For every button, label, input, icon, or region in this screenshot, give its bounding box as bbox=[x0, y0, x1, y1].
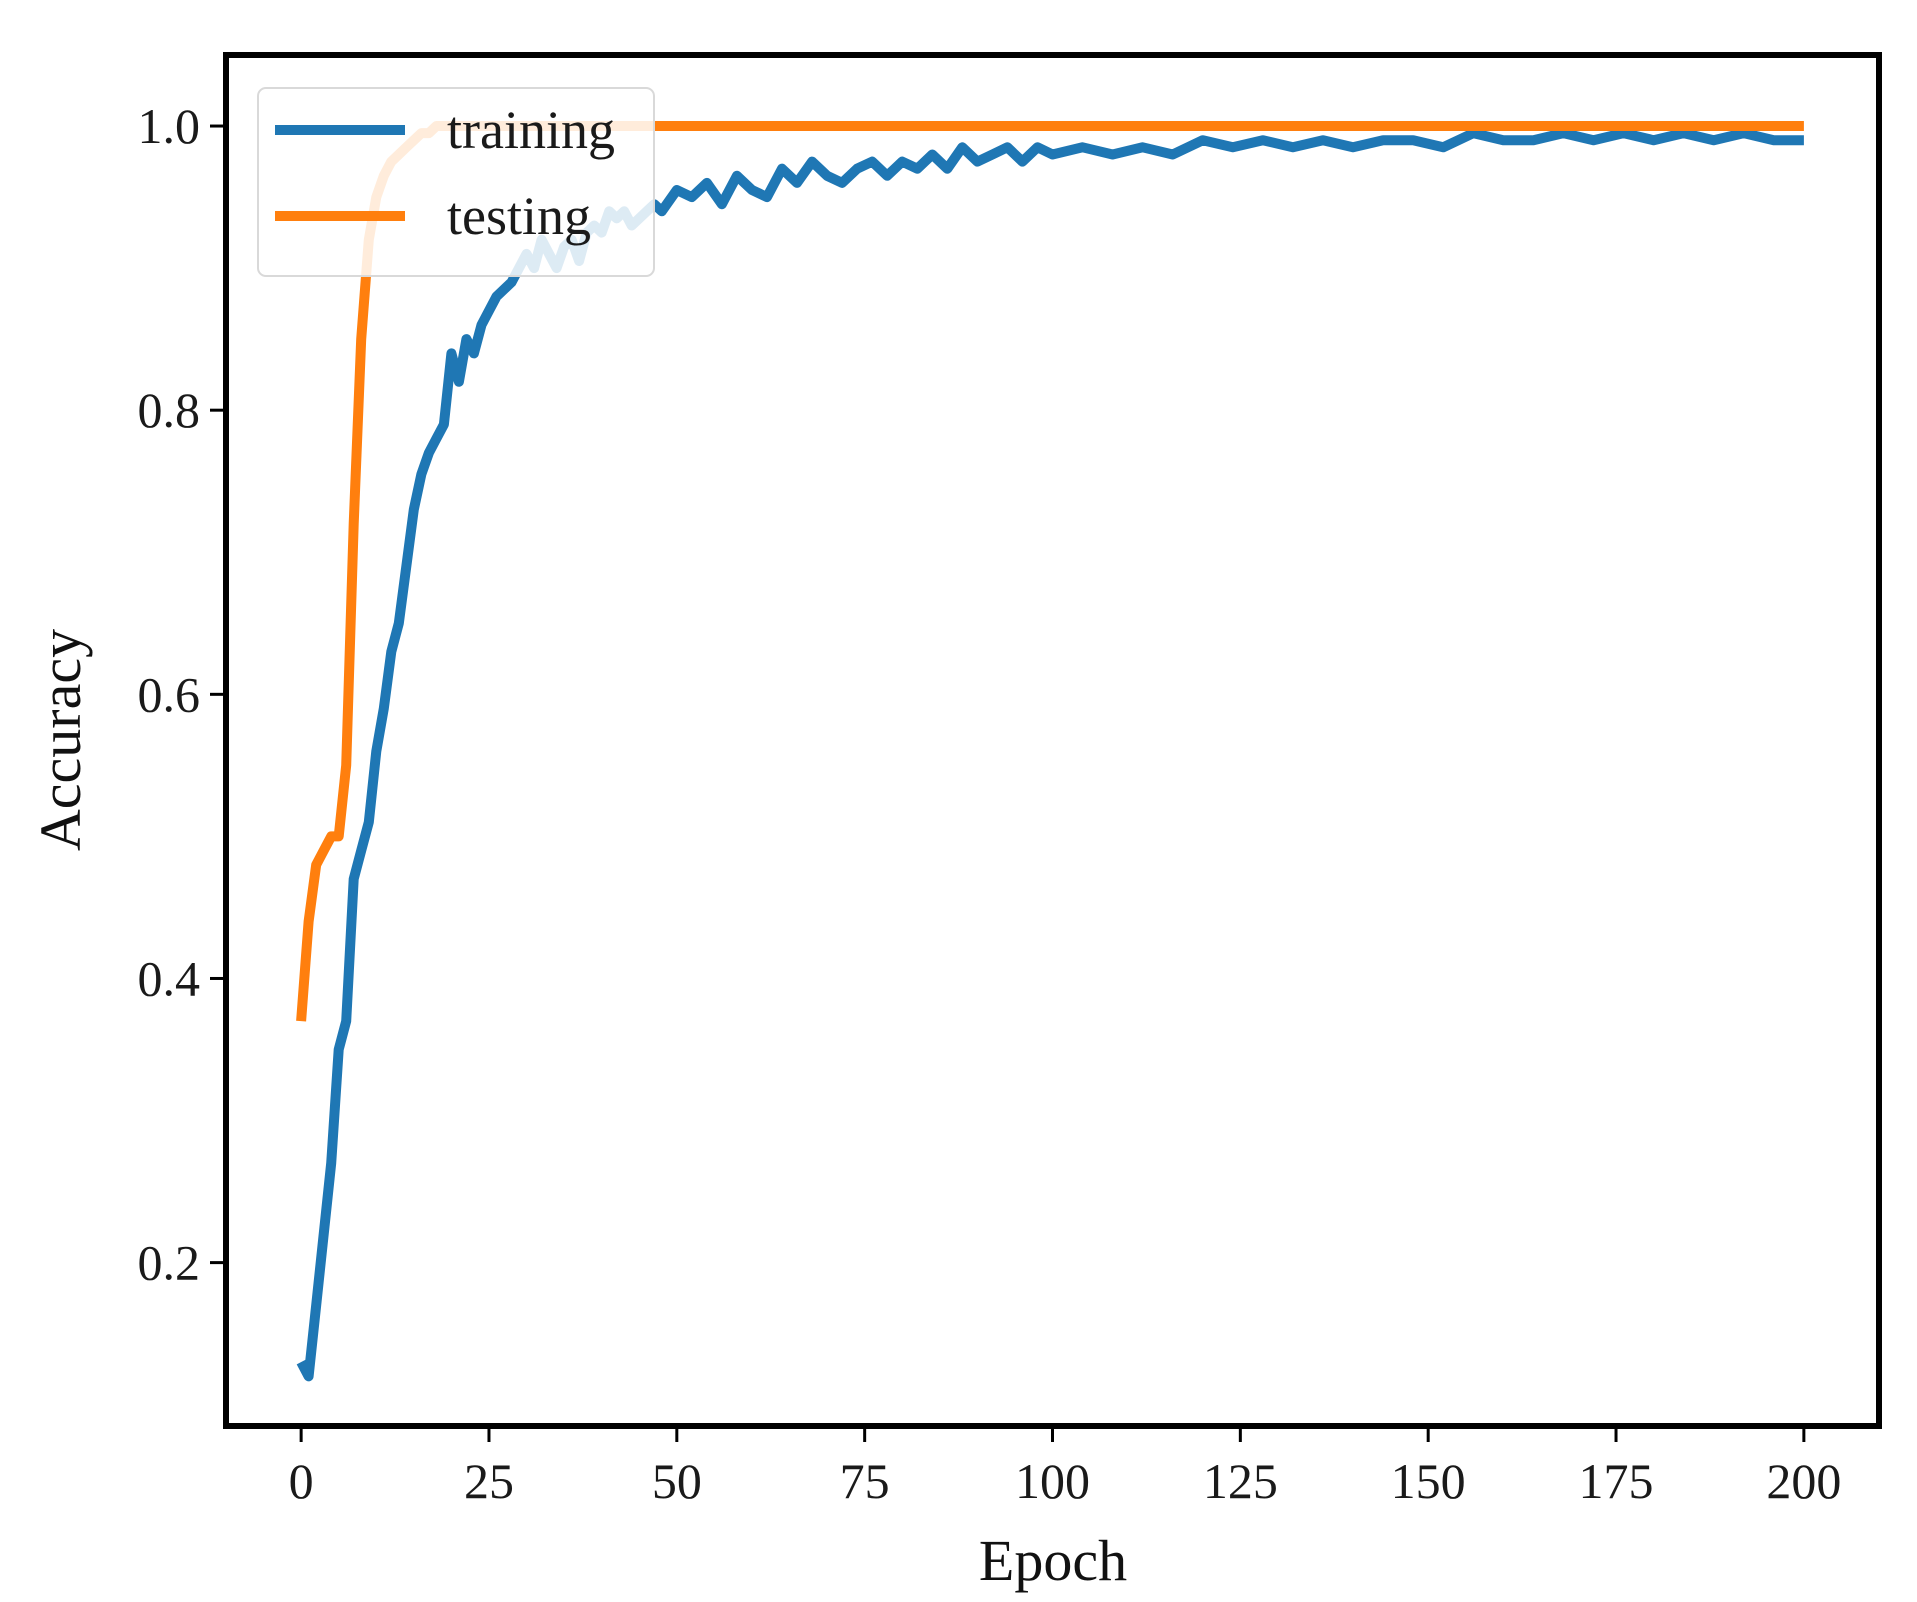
x-tick-label: 200 bbox=[1766, 1453, 1841, 1509]
y-tick-label: 0.8 bbox=[138, 382, 201, 438]
legend-label-testing: testing bbox=[447, 186, 591, 246]
y-tick-label: 0.6 bbox=[138, 666, 201, 722]
x-axis-label: Epoch bbox=[979, 1528, 1127, 1593]
x-tick-label: 125 bbox=[1203, 1453, 1278, 1509]
x-axis-ticks: 0 25 50 75 100 125 150 175 200 bbox=[289, 1429, 1841, 1509]
y-axis-ticks: 0.2 0.4 0.6 0.8 1.0 bbox=[138, 98, 223, 1291]
x-tick-label: 150 bbox=[1391, 1453, 1466, 1509]
x-tick-label: 50 bbox=[652, 1453, 702, 1509]
x-tick-label: 100 bbox=[1015, 1453, 1090, 1509]
series-line-training bbox=[296, 128, 1804, 1382]
x-tick-label: 0 bbox=[289, 1453, 314, 1509]
legend: training testing bbox=[257, 87, 655, 277]
y-axis-label: Accuracy bbox=[28, 629, 93, 851]
x-tick-label: 25 bbox=[464, 1453, 514, 1509]
y-tick-label: 1.0 bbox=[138, 98, 201, 154]
x-tick-label: 175 bbox=[1579, 1453, 1654, 1509]
axes-frame bbox=[223, 52, 1882, 1429]
y-tick-label: 0.4 bbox=[138, 950, 201, 1006]
legend-label-training: training bbox=[447, 100, 615, 160]
y-tick-label: 0.2 bbox=[138, 1235, 201, 1291]
x-tick-label: 75 bbox=[840, 1453, 890, 1509]
